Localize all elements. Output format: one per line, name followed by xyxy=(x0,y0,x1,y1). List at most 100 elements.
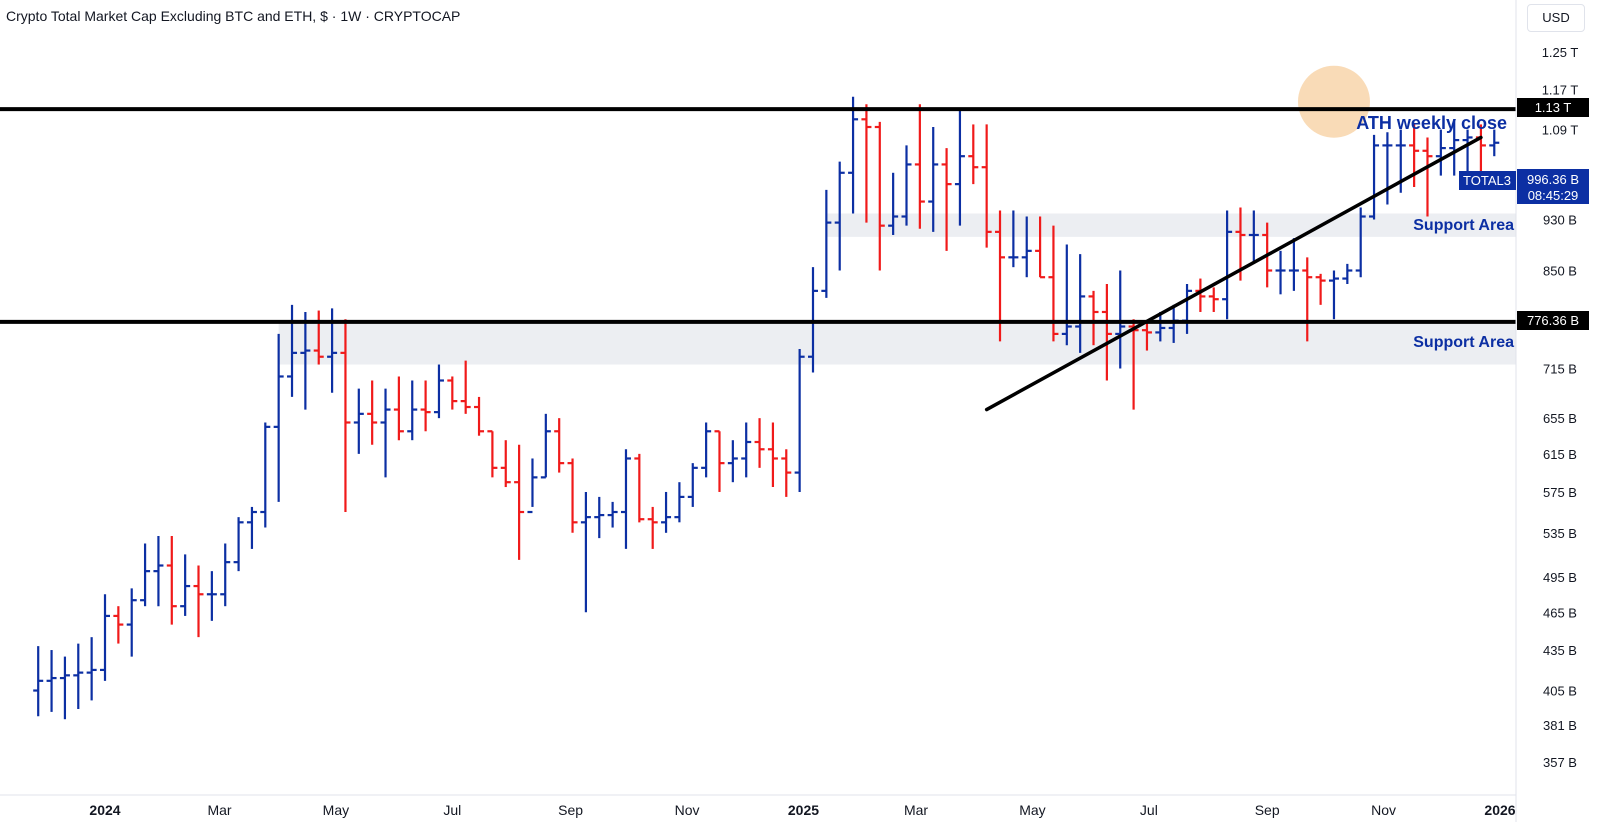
ohlc-bar xyxy=(1435,129,1446,176)
price-axis-label: 381 B xyxy=(1543,718,1577,733)
ohlc-bar xyxy=(620,449,631,549)
ohlc-bar xyxy=(1342,263,1353,284)
ohlc-bar xyxy=(701,422,712,478)
ohlc-bar xyxy=(260,422,271,528)
ohlc-bar xyxy=(1409,124,1420,187)
time-axis-label: Jul xyxy=(443,802,461,818)
ath-price-tag-bg xyxy=(1517,98,1589,117)
time-axis-label: 2024 xyxy=(89,802,120,818)
ohlc-bar xyxy=(273,333,284,502)
support-zones xyxy=(278,213,1516,365)
ohlc-bar xyxy=(1075,254,1086,353)
price-axis-label: 535 B xyxy=(1543,526,1577,541)
time-axis[interactable]: ov2024MarMayJulSepNov2025MarMayJulSepNov… xyxy=(0,802,1516,818)
ohlc-bar xyxy=(86,637,97,701)
time-axis-label: Mar xyxy=(207,802,231,818)
ohlc-bar xyxy=(848,96,859,214)
ohlc-bar xyxy=(1061,244,1072,346)
ohlc-bar xyxy=(1115,270,1126,369)
symbol-tag: TOTAL3 xyxy=(1463,173,1511,188)
ohlc-bar xyxy=(233,517,244,572)
price-axis-label: 357 B xyxy=(1543,755,1577,770)
ohlc-bar xyxy=(393,376,404,441)
ohlc-bar xyxy=(861,104,872,223)
ohlc-bar xyxy=(73,643,84,710)
ohlc-bar xyxy=(246,506,257,549)
time-axis-label: May xyxy=(323,802,349,818)
price-axis-label: 1.09 T xyxy=(1542,123,1579,138)
ohlc-bar xyxy=(1248,210,1259,264)
ohlc-bar xyxy=(807,267,818,373)
ohlc-bar xyxy=(1355,207,1366,278)
ohlc-bar xyxy=(126,588,137,657)
ohlc-bar xyxy=(1035,216,1046,279)
support-zone xyxy=(278,322,1516,365)
support-area-upper-label: Support Area xyxy=(1413,217,1514,234)
price-axis-label: 715 B xyxy=(1543,361,1577,376)
ohlc-bar xyxy=(1328,270,1339,320)
ohlc-bar xyxy=(113,606,124,644)
ohlc-bar xyxy=(1141,322,1152,351)
support-area-lower-label: Support Area xyxy=(1413,334,1514,351)
ohlc-bar xyxy=(888,172,899,235)
ohlc-bar xyxy=(140,543,151,607)
time-axis-label: Mar xyxy=(904,802,928,818)
ohlc-bar xyxy=(1462,129,1473,176)
ohlc-bar xyxy=(420,380,431,432)
ohlc-bar xyxy=(514,444,525,560)
ohlc-bar xyxy=(714,430,725,492)
ohlc-bar xyxy=(821,189,832,298)
ohlc-bar xyxy=(767,422,778,488)
ohlc-bar xyxy=(941,148,952,251)
ohlc-bar xyxy=(1021,216,1032,278)
ohlc-bar xyxy=(100,594,110,681)
price-axis-label: 435 B xyxy=(1543,643,1577,658)
ohlc-bar xyxy=(874,121,885,271)
time-axis-label: May xyxy=(1019,802,1045,818)
ohlc-bar xyxy=(367,380,378,445)
currency-selector[interactable]: USD xyxy=(1527,4,1585,32)
time-axis-label: Jul xyxy=(1140,802,1158,818)
time-axis-label: 2026 xyxy=(1484,802,1515,818)
ohlc-bar xyxy=(540,413,551,479)
ohlc-bar xyxy=(407,380,418,441)
price-axis[interactable]: 1.25 T 1.17 T 1.09 T 930 B 850 B 715 B 655 B 61… xyxy=(1542,45,1579,770)
support-price-tag: 776.36 B xyxy=(1527,313,1579,328)
time-axis-label: Nov xyxy=(1371,802,1396,818)
price-axis-label: 1.17 T xyxy=(1542,82,1579,97)
annotations: ATH weekly close Support Area Support Ar… xyxy=(1356,113,1514,351)
price-axis-label: 850 B xyxy=(1543,264,1577,279)
ohlc-bar xyxy=(433,364,444,419)
ohlc-bar xyxy=(580,491,591,613)
ohlc-bar xyxy=(220,543,231,607)
price-axis-label: 615 B xyxy=(1543,447,1577,462)
ohlc-bar xyxy=(674,482,685,523)
bar-countdown: 08:45:29 xyxy=(1528,188,1579,203)
ohlc-bar xyxy=(794,349,805,492)
ath-price-tag: 1.13 T xyxy=(1535,100,1572,115)
ohlc-bar xyxy=(981,124,992,248)
symbol-tag-bg xyxy=(1459,171,1516,190)
ath-highlight-circle xyxy=(1297,65,1370,138)
ohlc-bar xyxy=(741,422,752,478)
ohlc-bar xyxy=(1088,290,1099,346)
trendline xyxy=(984,135,1483,412)
ohlc-bar xyxy=(313,310,324,365)
ohlc-bar xyxy=(474,396,485,436)
ohlc-bar xyxy=(500,440,511,488)
ohlc-bar xyxy=(180,554,191,616)
ohlc-bar xyxy=(166,535,177,625)
ohlc-bar xyxy=(1489,129,1500,157)
ohlc-bar xyxy=(1315,273,1326,305)
ohlc-bar xyxy=(968,124,979,185)
time-axis-label: 2025 xyxy=(788,802,819,818)
ath-weekly-close-label: ATH weekly close xyxy=(1356,113,1507,133)
ohlc-bar xyxy=(687,463,698,507)
ohlc-bar xyxy=(1101,283,1112,381)
price-axis-label: 575 B xyxy=(1543,485,1577,500)
ohlc-bar xyxy=(193,565,204,638)
ohlc-bar xyxy=(527,458,538,514)
ohlc-bar xyxy=(995,210,1006,342)
level-lines xyxy=(0,107,1516,412)
